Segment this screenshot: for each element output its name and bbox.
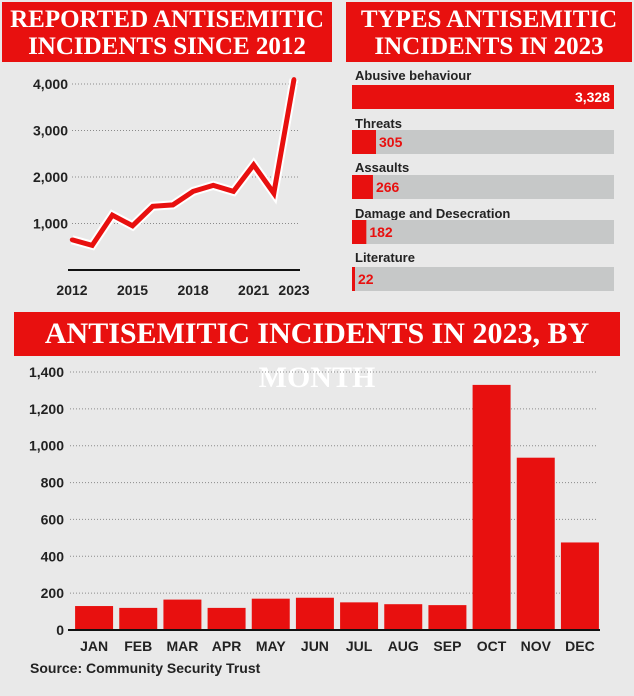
monthly-x-tick-label: AUG <box>388 638 419 654</box>
types-bar-track <box>352 175 614 199</box>
line-chart-point <box>251 162 256 168</box>
line-chart-y-tick-label: 2,000 <box>33 169 68 185</box>
line-chart-x-tick-label: 2015 <box>117 282 148 298</box>
types-value-label: 3,328 <box>575 89 610 105</box>
monthly-y-tick-label: 1,000 <box>29 438 64 454</box>
types-value-label: 182 <box>369 224 393 240</box>
types-bar <box>352 267 355 291</box>
line-chart-x-tick-label: 2018 <box>178 282 209 298</box>
line-chart-series-line <box>71 78 297 249</box>
types-bar <box>352 130 377 154</box>
line-chart-y-tick-label: 4,000 <box>33 76 68 92</box>
monthly-x-tick-label: MAR <box>166 638 198 654</box>
monthly-y-tick-label: 1,400 <box>29 364 64 380</box>
monthly-bar <box>340 602 379 630</box>
types-value-label: 266 <box>376 179 400 195</box>
monthly-bar <box>560 542 599 630</box>
source-note: Source: Community Security Trust <box>30 660 261 676</box>
line-chart-point <box>291 77 297 82</box>
line-chart-x-tick-label: 2021 <box>238 282 269 298</box>
types-bar-track <box>352 130 614 154</box>
monthly-x-tick-label: JAN <box>80 638 108 654</box>
line-chart-point <box>170 202 176 208</box>
types-bar-track <box>352 220 614 244</box>
monthly-y-tick-label: 400 <box>41 548 65 564</box>
monthly-bar <box>163 599 202 630</box>
monthly-y-tick-label: 1,200 <box>29 401 64 417</box>
monthly-y-tick-label: 800 <box>41 475 65 491</box>
monthly-bar <box>295 597 334 630</box>
line-chart-y-tick-label: 1,000 <box>33 215 68 231</box>
line-chart-point <box>150 204 155 209</box>
line-chart-point <box>130 223 135 229</box>
monthly-x-tick-label: JUN <box>301 638 329 654</box>
monthly-x-tick-label: APR <box>212 638 242 654</box>
monthly-bar <box>251 598 290 630</box>
line-chart-point <box>211 183 216 188</box>
monthly-y-tick-label: 0 <box>56 622 64 638</box>
line-chart-title: REPORTED ANTISEMITIC INCIDENTS SINCE 201… <box>2 2 332 62</box>
line-chart-point <box>190 189 196 194</box>
line-chart-x-tick-label: 2023 <box>278 282 309 298</box>
types-value-label: 305 <box>379 134 403 150</box>
types-category-label: Literature <box>355 250 415 265</box>
monthly-bar <box>516 457 555 630</box>
types-category-label: Damage and Desecration <box>355 206 510 221</box>
line-chart-y-tick-label: 3,000 <box>33 122 68 138</box>
monthly-x-tick-label: DEC <box>565 638 595 654</box>
types-bar-track <box>352 267 614 291</box>
types-chart-title: TYPES ANTISEMITIC INCIDENTS IN 2023 <box>346 2 632 62</box>
types-bar <box>352 220 367 244</box>
monthly-x-tick-label: JUL <box>346 638 373 654</box>
types-value-label: 22 <box>358 271 374 287</box>
monthly-bar <box>428 605 467 630</box>
types-bar <box>352 85 614 109</box>
monthly-bar <box>119 607 158 630</box>
line-chart-point <box>69 237 75 242</box>
line-chart-point <box>110 212 115 218</box>
monthly-y-tick-label: 600 <box>41 511 65 527</box>
monthly-bar <box>207 607 246 630</box>
monthly-x-tick-label: FEB <box>124 638 152 654</box>
line-chart-x-tick-label: 2012 <box>56 282 87 298</box>
monthly-bar <box>472 384 511 630</box>
monthly-chart-title: ANTISEMITIC INCIDENTS IN 2023, BY MONTH <box>14 312 620 394</box>
monthly-x-tick-label: OCT <box>477 638 507 654</box>
types-category-label: Threats <box>355 116 402 131</box>
line-chart-point <box>89 243 95 248</box>
types-category-label: Abusive behaviour <box>355 68 471 83</box>
monthly-x-tick-label: SEP <box>433 638 461 654</box>
line-chart-point <box>271 191 277 196</box>
monthly-bar <box>75 606 114 630</box>
line-chart-point <box>231 189 236 194</box>
line-chart-series-outline <box>70 78 299 251</box>
monthly-y-tick-label: 200 <box>41 585 65 601</box>
types-bar <box>352 175 373 199</box>
monthly-x-tick-label: MAY <box>256 638 286 654</box>
monthly-bar <box>384 604 423 630</box>
monthly-x-tick-label: NOV <box>521 638 552 654</box>
types-category-label: Assaults <box>355 160 409 175</box>
